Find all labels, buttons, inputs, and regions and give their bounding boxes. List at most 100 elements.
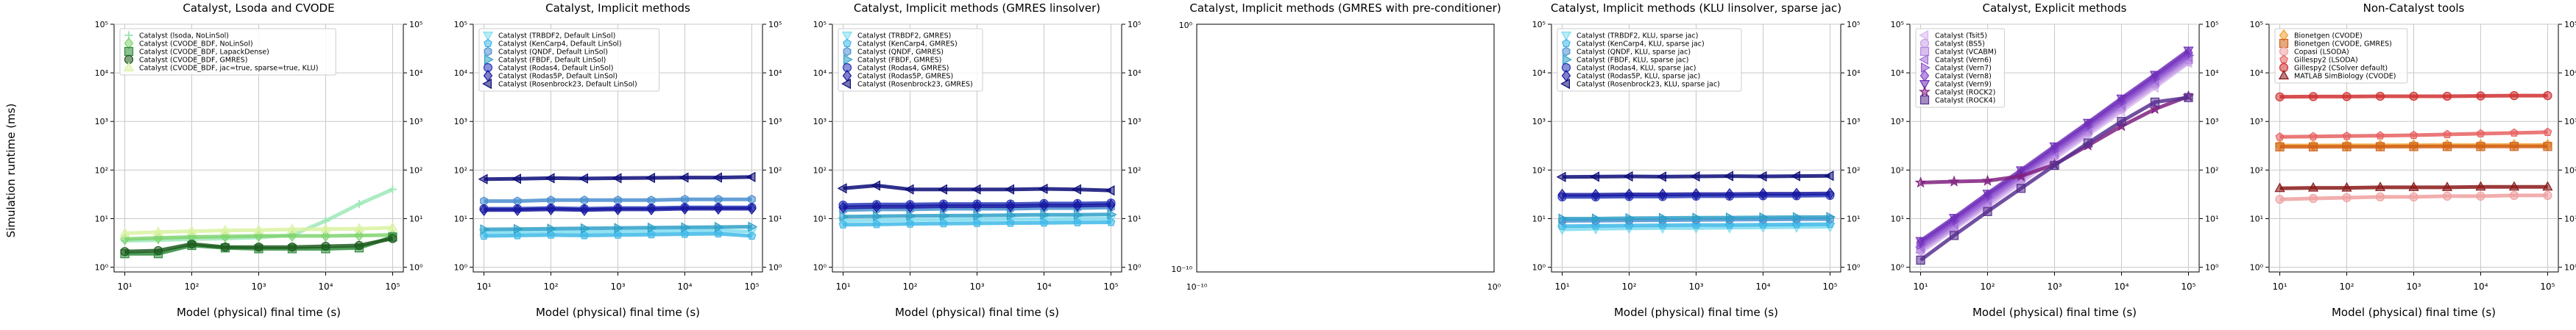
legend-label: Catalyst (FBDF, GMRES) xyxy=(857,57,941,65)
data-point xyxy=(186,225,197,235)
data-point xyxy=(1038,183,1048,195)
legend-marker xyxy=(2278,70,2290,80)
legend-label: Catalyst (CVODE_BDF, LapackDense) xyxy=(139,49,269,57)
y-tick-label-left: 10² xyxy=(1532,165,1546,175)
y-tick-label-right: 10² xyxy=(1128,165,1141,175)
data-point xyxy=(972,200,982,212)
data-point xyxy=(2308,142,2318,151)
x-tick-label: 10¹ xyxy=(118,281,132,292)
y-tick-label-left: 10¹ xyxy=(813,214,827,223)
data-point xyxy=(746,171,756,182)
data-point xyxy=(2275,132,2285,141)
legend-label: Catalyst (FBDF, KLU, sparse jac) xyxy=(1577,57,1688,65)
x-axis-label: Model (physical) final time (s) xyxy=(895,306,1059,319)
legend-label: Catalyst (VCABM) xyxy=(1935,49,1997,57)
data-point xyxy=(1106,218,1116,226)
data-point xyxy=(2409,130,2418,140)
data-point xyxy=(679,172,689,183)
y-tick-label-right: 10¹ xyxy=(2564,214,2576,223)
y-tick-label-left: 10⁰ xyxy=(813,263,827,273)
legend-marker xyxy=(482,78,492,90)
data-point xyxy=(647,196,656,205)
data-point xyxy=(2050,160,2059,171)
chart-panel-1: Catalyst, Lsoda and CVODE 10¹ 10² 10³ 10⁴ 10⁵… xyxy=(95,1,423,319)
legend-marker xyxy=(1919,29,1928,41)
y-tick-label-left: 10² xyxy=(95,165,108,175)
legend-marker xyxy=(484,46,492,57)
legend: Bionetgen (CVODE)Bionetgen (CVODE, GMRES… xyxy=(2274,28,2408,84)
legend-label: Catalyst (TRBDF2, Default LinSol) xyxy=(498,32,615,40)
series-2 xyxy=(838,218,1116,229)
data-point xyxy=(578,173,588,184)
data-point xyxy=(2375,192,2385,202)
chart-title: Catalyst, Implicit methods (KLU linsolve… xyxy=(1551,1,1841,15)
y-tick-label-right: 10³ xyxy=(2564,117,2576,126)
data-point xyxy=(613,203,623,216)
data-point xyxy=(253,224,264,234)
x-tick-label: 10⁴ xyxy=(2473,281,2488,292)
legend-box xyxy=(838,28,983,92)
data-point xyxy=(2049,142,2060,152)
legend-label: Catalyst (KenCarp4, GMRES) xyxy=(857,40,958,49)
legend-label: Catalyst (Rosenbrock23, GMRES) xyxy=(857,81,973,89)
legend-marker xyxy=(843,38,852,48)
y-tick-label-right: 10⁰ xyxy=(1128,263,1142,273)
y-tick-label-left: 10⁰ xyxy=(2250,263,2264,273)
data-point xyxy=(2275,142,2285,151)
y-tick-label-right: 10³ xyxy=(768,117,782,126)
legend-marker xyxy=(1921,62,1931,73)
legend-marker xyxy=(1563,54,1572,65)
data-point xyxy=(713,202,723,215)
y-tick-label-right: 10⁰ xyxy=(2205,263,2219,273)
data-point xyxy=(2342,193,2352,203)
legend-label: Catalyst (Vern6) xyxy=(1935,57,1992,65)
data-point xyxy=(645,172,655,184)
y-tick-label-right: 10² xyxy=(409,165,422,175)
data-point xyxy=(1949,231,1959,240)
chart-panels: Catalyst, Lsoda and CVODE 10¹ 10² 10³ 10⁴ 10⁵… xyxy=(95,1,2576,319)
data-point xyxy=(580,231,589,240)
legend-label: Catalyst (KenCarp4, KLU, sparse jac) xyxy=(1577,40,1705,49)
legend: Catalyst (TRBDF2, Default LinSol) Catalys… xyxy=(478,28,660,92)
legend-label: Catalyst (ROCK2) xyxy=(1935,89,1995,97)
x-axis-label: Model (physical) final time (s) xyxy=(1614,306,1778,319)
y-tick-label-right: 10⁴ xyxy=(2564,68,2576,78)
legend-label: Catalyst (BS5) xyxy=(1935,40,1985,49)
legend-marker xyxy=(1562,38,1571,48)
y-tick-label-left: 10⁵ xyxy=(813,20,827,29)
data-point xyxy=(838,220,848,229)
legend-marker xyxy=(1919,54,1928,65)
data-point xyxy=(2409,91,2418,101)
data-point xyxy=(1690,171,1700,182)
chart-title: Catalyst, Implicit methods (GMRES linsol… xyxy=(854,1,1100,15)
y-tick-label-left: 10² xyxy=(813,165,827,175)
x-tick-label: 10⁵ xyxy=(385,281,400,292)
data-point xyxy=(904,184,914,195)
data-point xyxy=(1948,175,1960,187)
y-tick-label-right: 10³ xyxy=(2205,117,2218,126)
legend-label: Catalyst (Rodas5P, Default LinSol) xyxy=(498,73,618,81)
legend-label: Copasi (LSODA) xyxy=(2294,49,2349,57)
legend-label: Catalyst (Rodas4, KLU, sparse jac) xyxy=(1577,65,1696,73)
data-point xyxy=(973,210,983,221)
data-point xyxy=(580,223,590,234)
y-tick-label-right: 10⁵ xyxy=(409,20,422,29)
data-point xyxy=(646,203,657,216)
series-4 xyxy=(480,221,758,235)
legend-label: Catalyst (Rodas5P, KLU, sparse jac) xyxy=(1577,73,1700,81)
data-point xyxy=(320,223,331,233)
legend-marker xyxy=(1919,95,1930,105)
data-point xyxy=(2543,190,2552,201)
legend-marker xyxy=(843,54,853,65)
data-point xyxy=(1625,212,1635,223)
x-tick-label: 10⁵ xyxy=(2181,281,2195,292)
data-point xyxy=(321,241,330,251)
data-point xyxy=(1724,187,1735,201)
legend-marker xyxy=(1919,79,1931,90)
data-point xyxy=(1792,212,1802,223)
data-point xyxy=(2476,129,2485,137)
data-point xyxy=(2307,182,2319,192)
data-point xyxy=(612,173,622,184)
legend-marker xyxy=(841,31,853,41)
